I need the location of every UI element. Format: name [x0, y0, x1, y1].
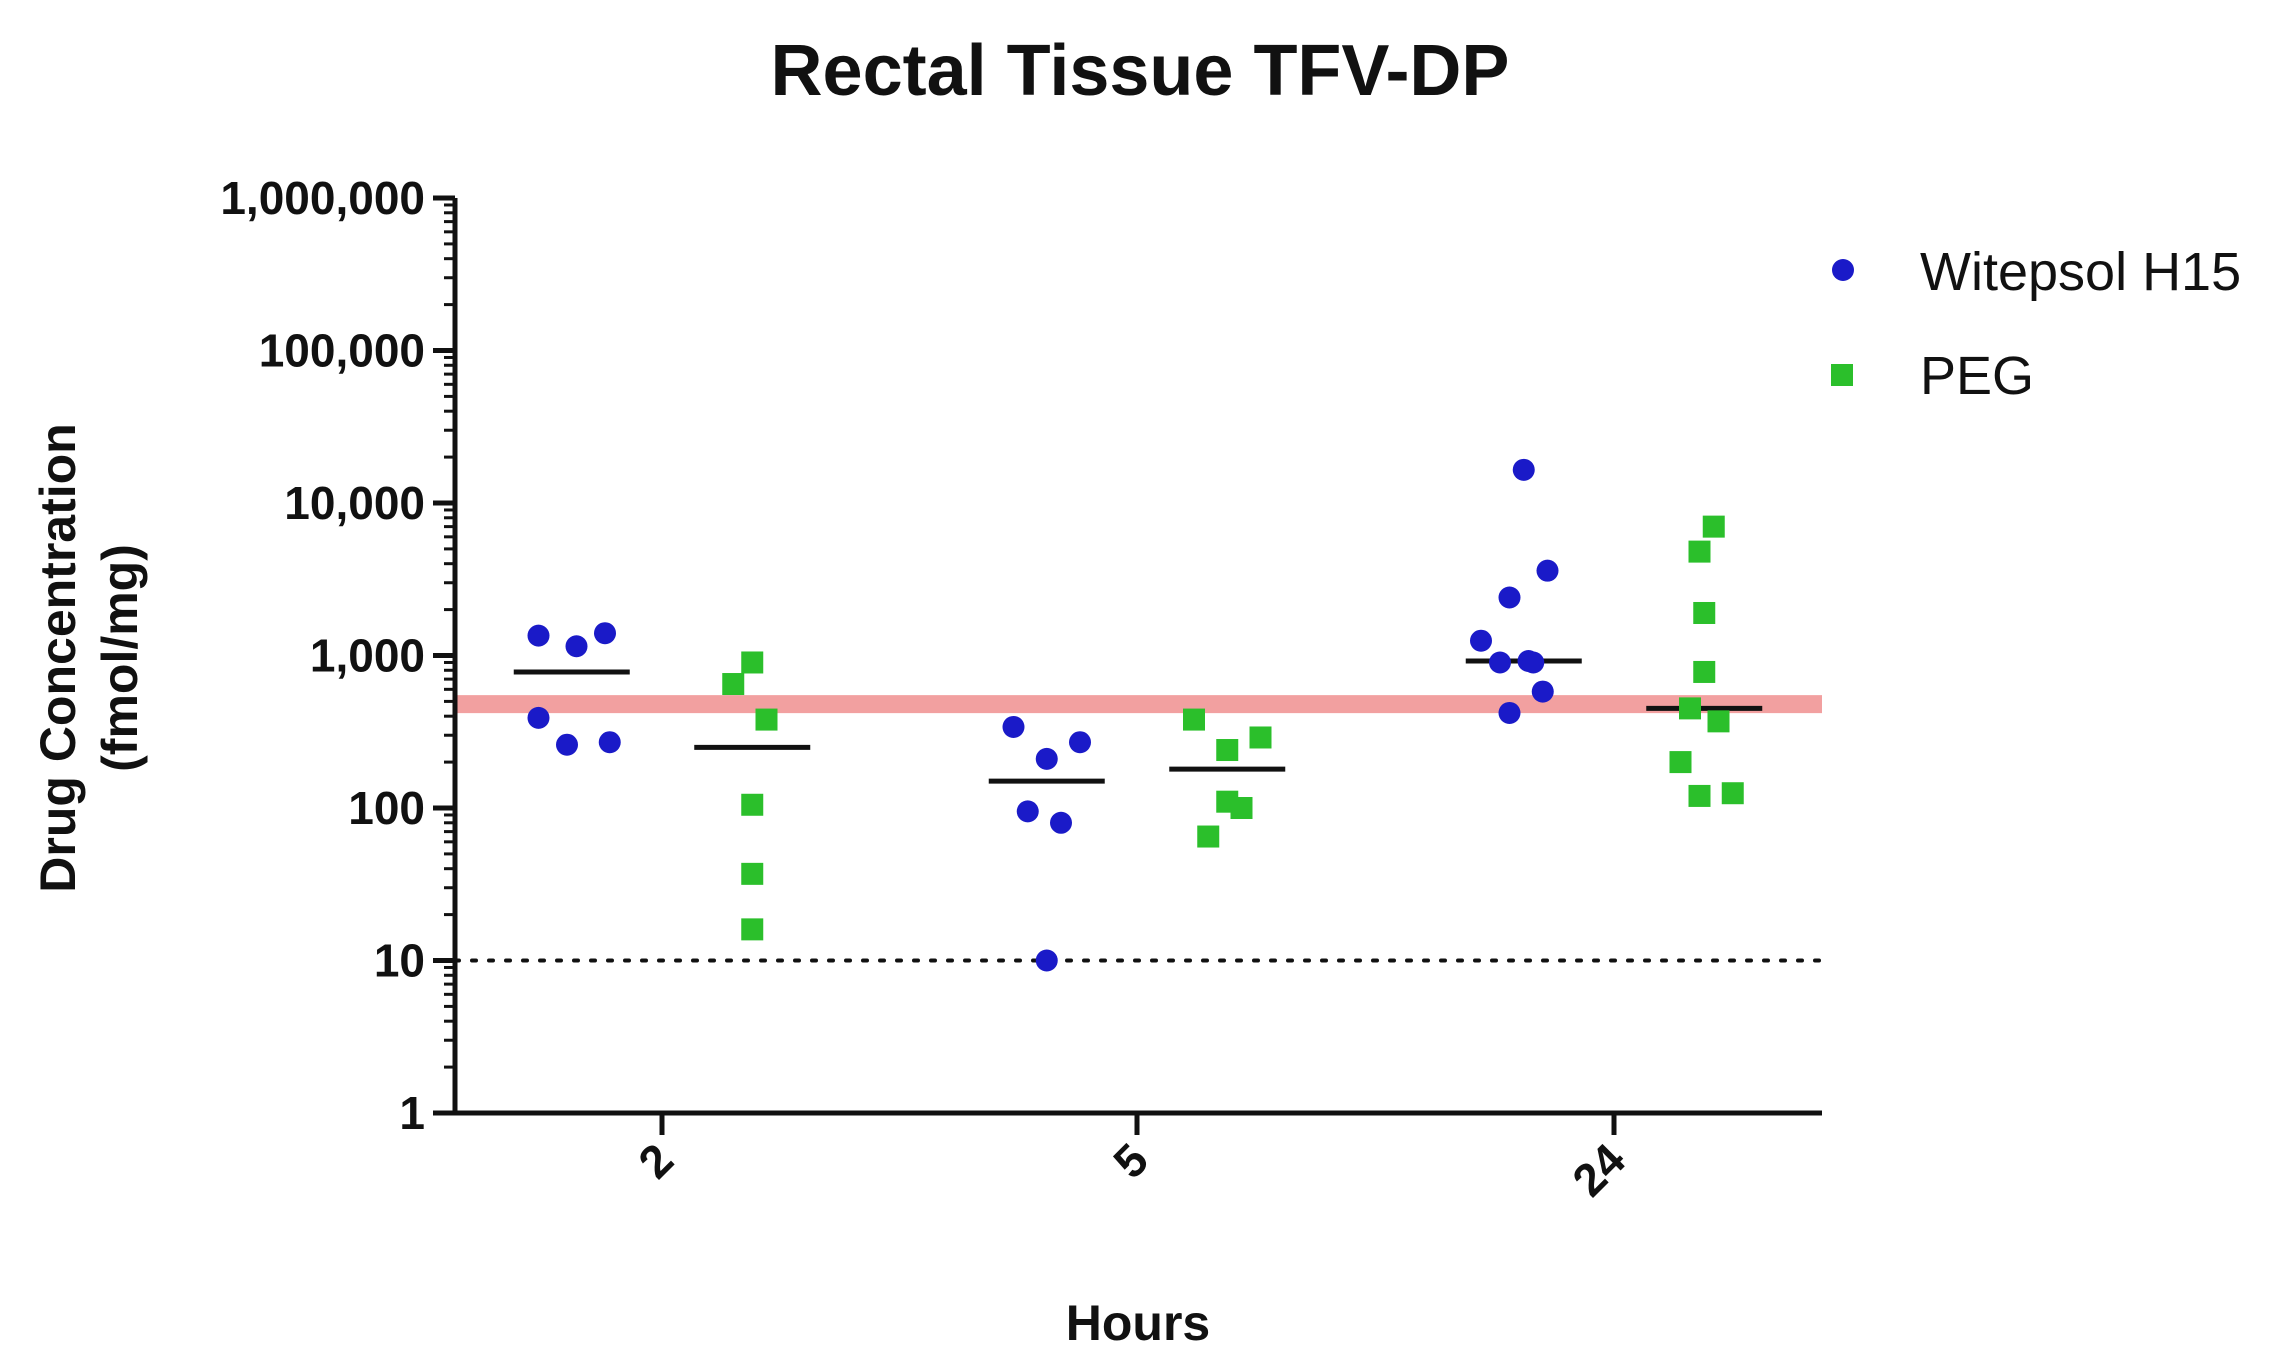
- chart-title: Rectal Tissue TFV-DP: [771, 31, 1510, 111]
- data-point-witepsol: [527, 706, 550, 729]
- y-tick-label: 10: [374, 935, 425, 987]
- data-point-peg: [1197, 825, 1220, 848]
- axes: [452, 198, 1822, 1116]
- data-point-witepsol: [1531, 680, 1554, 703]
- y-tick-label: 10,000: [284, 477, 425, 529]
- y-tick-label: 100,000: [259, 325, 425, 377]
- y-axis-label: Drug Concentration (fmol/mg): [30, 423, 148, 892]
- data-point-witepsol: [1536, 559, 1559, 582]
- y-tick-label: 100: [348, 782, 425, 834]
- x-tick-label: 5: [1103, 1133, 1158, 1188]
- reference-bands: [453, 695, 1824, 963]
- x-tick-label: 24: [1562, 1133, 1635, 1206]
- data-point-peg: [741, 918, 764, 941]
- data-point-witepsol: [1512, 458, 1535, 481]
- y-axis-label-line-2: (fmol/mg): [92, 544, 148, 772]
- median-lines: [513, 658, 1763, 784]
- data-point-peg: [1707, 710, 1730, 733]
- legend-marker-witepsol: [1832, 259, 1854, 281]
- data-point-witepsol: [565, 635, 588, 658]
- data-point-witepsol: [598, 731, 621, 754]
- data-point-peg: [1688, 784, 1711, 807]
- x-tick-label: 2: [628, 1133, 683, 1188]
- y-tick-label: 1,000: [310, 630, 425, 682]
- data-point-witepsol: [1498, 701, 1521, 724]
- data-point-witepsol: [1498, 586, 1521, 609]
- data-point-witepsol: [594, 622, 616, 645]
- data-point-peg: [1679, 697, 1701, 720]
- data-point-peg: [1183, 708, 1205, 731]
- x-ticks: 2 5 24: [628, 1113, 1635, 1206]
- x-axis-label: Hours: [1066, 1295, 1210, 1351]
- data-point-witepsol: [1016, 800, 1039, 823]
- legend-marker-peg: [1831, 364, 1853, 386]
- data-point-witepsol: [1069, 731, 1091, 754]
- data-point-witepsol: [1470, 629, 1492, 652]
- data-point-peg: [722, 673, 745, 696]
- data-point-peg: [1702, 515, 1725, 538]
- y-tick-label: 1,000,000: [220, 172, 425, 224]
- data-point-peg: [1669, 751, 1692, 774]
- data-point-peg: [1693, 601, 1716, 624]
- data-point-peg: [1693, 660, 1716, 683]
- data-point-peg: [1721, 782, 1744, 805]
- legend-label-witepsol: Witepsol H15: [1920, 242, 2241, 302]
- y-ticks: 1 10 100 1,000 10,000 100,000 1,000,000: [220, 172, 455, 1139]
- y-tick-label: 1: [399, 1087, 425, 1139]
- data-point-peg: [1249, 726, 1272, 749]
- legend: Witepsol H15 PEG: [1831, 242, 2241, 406]
- data-point-witepsol: [1050, 811, 1072, 834]
- data-point-peg: [741, 793, 764, 816]
- data-point-witepsol: [1002, 715, 1025, 738]
- data-point-peg: [1688, 540, 1711, 563]
- data-point-witepsol: [556, 733, 578, 756]
- data-point-witepsol: [1035, 747, 1058, 770]
- data-point-peg: [1216, 739, 1239, 762]
- data-point-witepsol: [1489, 651, 1511, 674]
- data-point-peg: [755, 708, 778, 731]
- data-points: [527, 458, 1744, 972]
- data-point-witepsol: [527, 624, 550, 647]
- data-point-peg: [741, 651, 764, 674]
- data-point-peg: [1230, 797, 1253, 819]
- legend-label-peg: PEG: [1920, 346, 2034, 406]
- data-point-witepsol: [1522, 651, 1545, 674]
- data-point-witepsol: [1035, 949, 1058, 972]
- data-point-peg: [741, 862, 764, 885]
- y-axis-label-line-1: Drug Concentration: [30, 423, 86, 892]
